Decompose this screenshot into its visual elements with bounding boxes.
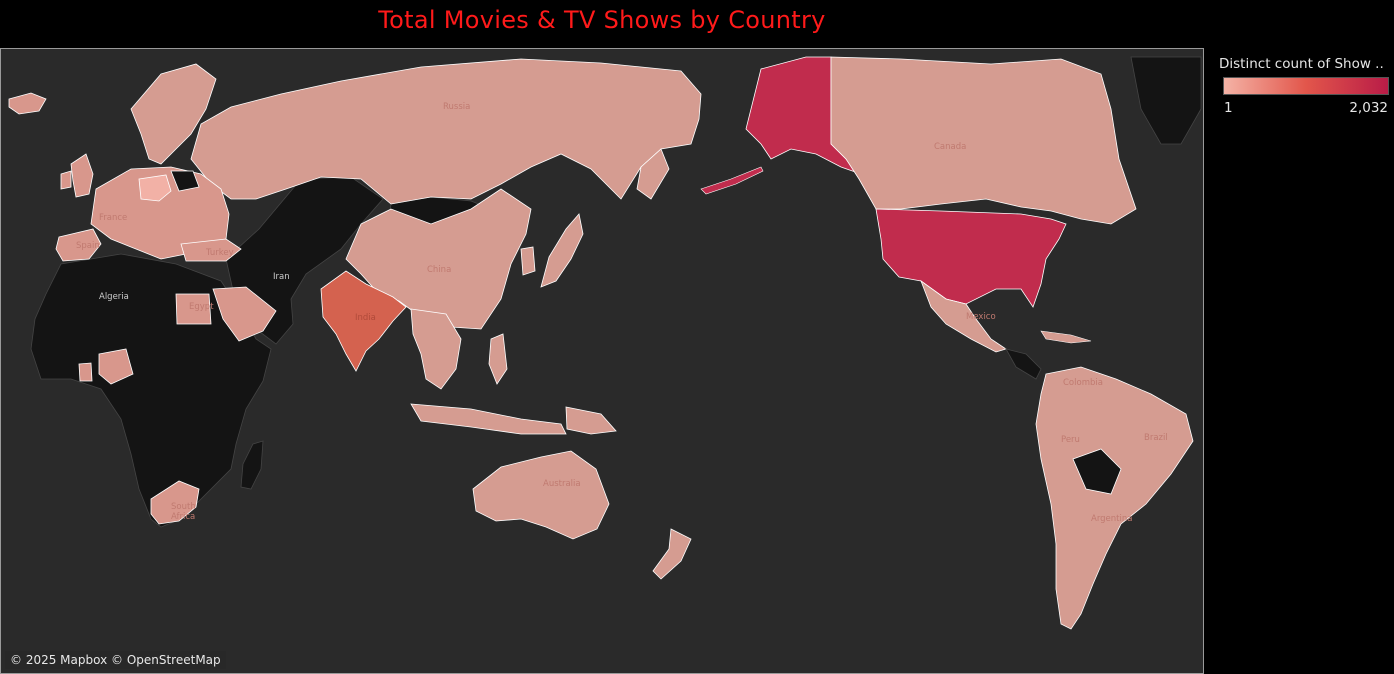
- country-india[interactable]: [320, 270, 407, 372]
- choropleth-map[interactable]: Russia Canada China India Iran Algeria E…: [0, 48, 1204, 674]
- label-india: India: [355, 313, 376, 323]
- map-title: Total Movies & TV Shows by Country: [378, 6, 826, 34]
- legend-min-label: 1: [1224, 100, 1233, 116]
- label-brazil: Brazil: [1144, 433, 1168, 443]
- country-belarus: [170, 170, 200, 192]
- label-argentina: Argentina: [1091, 514, 1132, 524]
- legend-labels: 1 2,032: [1214, 100, 1390, 118]
- label-algeria: Algeria: [99, 292, 129, 302]
- country-australia[interactable]: [472, 450, 610, 540]
- country-korea[interactable]: [520, 246, 536, 276]
- label-south-africa-line2: Africa: [171, 512, 195, 522]
- region-south-america[interactable]: [1035, 366, 1194, 630]
- country-canada[interactable]: [830, 56, 1137, 225]
- map-attribution[interactable]: © 2025 Mapbox © OpenStreetMap: [5, 651, 226, 669]
- country-ireland: [60, 170, 72, 190]
- country-bolivia: [1072, 448, 1122, 495]
- country-russia[interactable]: [190, 58, 702, 205]
- country-turkey[interactable]: [180, 238, 242, 262]
- label-egypt: Egypt: [189, 302, 214, 312]
- label-australia: Australia: [543, 479, 581, 489]
- country-saudi-arabia[interactable]: [212, 286, 277, 342]
- region-greenland: [1130, 56, 1202, 145]
- color-legend: Distinct count of Show .. 1 2,032: [1214, 56, 1390, 118]
- country-ghana: [78, 362, 93, 382]
- country-japan[interactable]: [540, 213, 584, 288]
- country-papua: [565, 406, 617, 435]
- country-egypt[interactable]: [175, 293, 212, 325]
- region-madagascar: [240, 440, 264, 490]
- label-colombia: Colombia: [1063, 378, 1103, 388]
- country-russia-kamchatka: [636, 148, 670, 200]
- label-turkey: Turkey: [205, 248, 234, 258]
- label-south-africa-line1: South: [171, 502, 196, 512]
- region-caribbean: [1040, 330, 1092, 344]
- country-scandinavia[interactable]: [130, 63, 217, 165]
- country-spain[interactable]: [55, 228, 102, 262]
- country-iceland: [8, 92, 47, 115]
- region-central-america: [1005, 348, 1042, 380]
- legend-gradient-bar: [1223, 77, 1389, 95]
- label-russia: Russia: [443, 102, 470, 112]
- label-iran: Iran: [273, 272, 290, 282]
- label-france: France: [99, 213, 127, 223]
- legend-title: Distinct count of Show ..: [1219, 56, 1384, 72]
- country-uk[interactable]: [70, 153, 94, 198]
- legend-max-label: 2,032: [1349, 100, 1388, 116]
- region-aleutians: [700, 166, 764, 195]
- region-southeast-asia[interactable]: [410, 308, 462, 390]
- country-south-africa[interactable]: [150, 480, 200, 525]
- map-svg[interactable]: Russia Canada China India Iran Algeria E…: [1, 49, 1203, 673]
- country-nigeria[interactable]: [98, 348, 134, 385]
- country-philippines[interactable]: [488, 333, 508, 385]
- country-poland[interactable]: [138, 174, 172, 202]
- country-new-zealand[interactable]: [652, 528, 692, 580]
- country-indonesia[interactable]: [410, 403, 567, 435]
- label-mexico: Mexico: [966, 312, 996, 322]
- label-china: China: [427, 265, 451, 275]
- label-peru: Peru: [1061, 435, 1080, 445]
- label-spain: Spain: [76, 241, 100, 251]
- label-canada: Canada: [934, 142, 966, 152]
